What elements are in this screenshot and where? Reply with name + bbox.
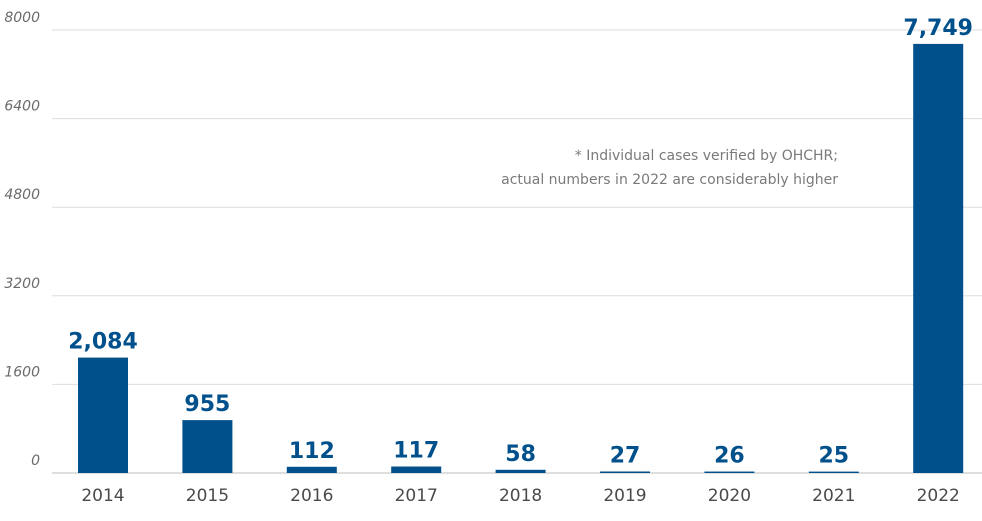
- x-tick-label: 2019: [603, 486, 646, 506]
- annotation-line-2: actual numbers in 2022 are considerably …: [501, 172, 838, 188]
- bar: [78, 358, 128, 473]
- x-tick-label: 2015: [186, 486, 229, 506]
- y-tick-label: 1600: [4, 364, 40, 380]
- bar: [704, 472, 754, 473]
- bar: [391, 467, 441, 473]
- annotation-line-1: * Individual cases verified by OHCHR;: [575, 148, 838, 164]
- y-axis-ticks: 0 1600 3200 4800 6400 8000: [4, 10, 40, 469]
- x-tick-label: 2018: [499, 486, 542, 506]
- x-axis-ticks: 2014 2015 2016 2017 2018 2019 2020 2021 2022: [81, 486, 959, 506]
- data-labels: 2,084 955 112 117 58 27 26 25 7,749: [68, 16, 973, 469]
- x-tick-label: 2021: [812, 486, 855, 506]
- data-label: 26: [714, 444, 745, 469]
- data-label: 7,749: [903, 16, 973, 41]
- y-tick-label: 0: [31, 453, 40, 469]
- bar: [809, 472, 859, 473]
- data-label: 58: [505, 442, 536, 467]
- data-label: 117: [393, 439, 439, 464]
- bar: [600, 472, 650, 473]
- bar: [182, 420, 232, 473]
- x-tick-label: 2022: [917, 486, 960, 506]
- x-tick-label: 2016: [290, 486, 333, 506]
- data-label: 27: [610, 444, 641, 469]
- y-tick-label: 8000: [4, 10, 40, 26]
- y-tick-label: 4800: [4, 187, 40, 203]
- bar: [913, 44, 963, 473]
- data-label: 2,084: [68, 330, 138, 355]
- data-label: 25: [818, 444, 849, 469]
- x-tick-label: 2014: [81, 486, 124, 506]
- data-label: 955: [184, 392, 230, 417]
- x-tick-label: 2020: [708, 486, 751, 506]
- y-tick-label: 6400: [4, 99, 40, 115]
- data-label: 112: [289, 439, 335, 464]
- y-tick-label: 3200: [4, 276, 40, 292]
- x-tick-label: 2017: [395, 486, 438, 506]
- bar: [496, 470, 546, 473]
- bar: [287, 467, 337, 473]
